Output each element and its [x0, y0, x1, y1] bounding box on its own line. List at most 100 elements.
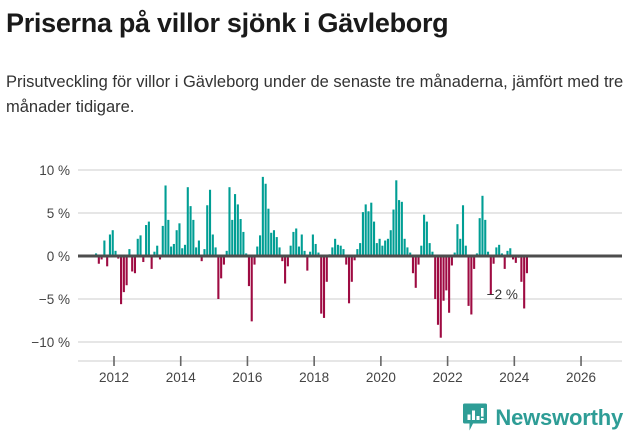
x-axis-labels: 2012 2014 2016 2018 2020 2022 2024 2026: [99, 370, 596, 385]
bar: [414, 256, 417, 288]
bar: [395, 180, 398, 256]
bar: [356, 249, 359, 256]
bar: [481, 195, 484, 256]
bar: [158, 256, 162, 260]
bar: [203, 249, 206, 256]
bar: [167, 219, 170, 256]
bar: [103, 240, 106, 256]
bar: [514, 256, 517, 263]
x-tick-label: 2022: [433, 370, 463, 385]
bar: [133, 256, 137, 274]
bar: [197, 240, 200, 256]
bar: [431, 251, 434, 256]
bar: [453, 252, 456, 256]
bar: [153, 251, 156, 256]
bar: [284, 256, 287, 284]
bar: [370, 202, 373, 256]
y-tick-label: 10 %: [39, 163, 70, 178]
bar: [228, 187, 231, 256]
bar: [434, 256, 437, 299]
bar: [428, 243, 431, 256]
bar: [259, 235, 262, 256]
value-annotation: −2 %: [487, 287, 518, 302]
bar: [125, 256, 128, 286]
bar: [353, 256, 356, 261]
bar: [295, 228, 298, 256]
bar: [175, 230, 178, 256]
x-tick-label: 2020: [366, 370, 396, 385]
bar: [181, 248, 184, 256]
page-subtitle: Prisutveckling för villor i Gävleborg un…: [6, 73, 624, 116]
bar: [523, 256, 526, 309]
bar: [367, 211, 370, 256]
bar: [253, 256, 256, 265]
bar: [170, 246, 173, 256]
bar: [231, 219, 234, 256]
bar: [309, 251, 312, 256]
bar: [420, 245, 423, 256]
y-tick-label: 5 %: [47, 206, 70, 221]
bar: [320, 256, 323, 314]
bar: [297, 246, 301, 256]
bar: [211, 234, 214, 256]
bar: [189, 206, 192, 256]
bar: [303, 250, 306, 256]
bar: [278, 247, 281, 256]
bar: [392, 209, 395, 256]
bar: [400, 201, 403, 256]
bar: [270, 232, 273, 256]
bar: [322, 256, 326, 318]
bar: [384, 240, 387, 256]
bar: [512, 256, 515, 260]
bar: [267, 208, 270, 256]
bar: [403, 238, 406, 256]
bar: [378, 238, 381, 256]
bar: [417, 256, 420, 265]
x-tick-label: 2016: [232, 370, 262, 385]
bar: [311, 234, 314, 256]
y-tick-label: −10 %: [31, 335, 70, 350]
bar: [473, 256, 476, 269]
annotation-label: −2 %: [487, 287, 518, 302]
newsworthy-logo[interactable]: Newsworthy: [462, 403, 623, 432]
bar: [345, 256, 348, 265]
bar: [195, 247, 198, 256]
bar: [489, 256, 492, 295]
bar: [239, 219, 242, 256]
bar: [373, 221, 376, 256]
bar: [314, 243, 317, 256]
bar: [423, 214, 426, 256]
x-tick-label: 2018: [299, 370, 329, 385]
bar: [111, 230, 114, 256]
bar: [236, 204, 239, 256]
bar: [161, 225, 164, 256]
x-axis-ticks: [113, 356, 582, 366]
bar: [336, 244, 339, 256]
bar: [498, 244, 501, 256]
bar: [128, 249, 131, 256]
bar: [272, 230, 276, 256]
bar: [214, 247, 217, 256]
bar: [347, 256, 351, 304]
bar: [164, 185, 167, 256]
bar: [264, 183, 267, 256]
bar: [250, 256, 253, 322]
bar: [142, 256, 145, 263]
bar: [411, 256, 415, 274]
bar: [139, 235, 142, 256]
bar: [300, 234, 303, 256]
bar: [281, 256, 284, 262]
bar: [350, 256, 353, 282]
bar: [509, 248, 512, 256]
chart-container: 10 % 5 % 0 % −5 % −10 % 2012 2014 2016 2018 2020…: [0, 155, 631, 395]
bar: [136, 238, 139, 256]
bar: [122, 256, 125, 293]
bar: [470, 256, 473, 315]
bar: [445, 256, 448, 291]
bar: [386, 238, 389, 256]
bar: [456, 224, 459, 256]
bar: [325, 256, 328, 282]
bar: [503, 256, 506, 269]
bar: [486, 251, 490, 256]
bar: [145, 225, 148, 256]
